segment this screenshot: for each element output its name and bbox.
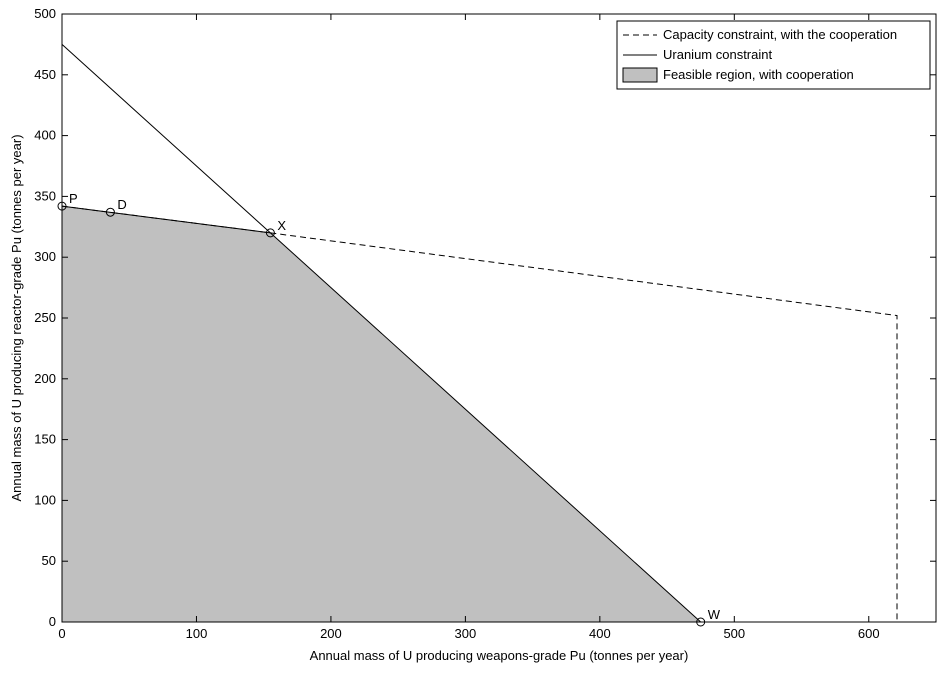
constraint-lines-layer (61, 44, 898, 623)
point-marker-d (105, 207, 115, 217)
point-label-w: W (708, 607, 721, 622)
y-tick-label: 150 (34, 432, 56, 447)
feasible-region-area (62, 206, 701, 623)
legend: Capacity constraint, with the cooperatio… (616, 20, 931, 90)
y-tick-label: 450 (34, 67, 56, 82)
x-axis-title: Annual mass of U producing weapons-grade… (310, 648, 689, 663)
y-tick-label: 250 (34, 310, 56, 325)
point-markers-layer: P D X W (57, 191, 721, 627)
feasible-region-edge (61, 205, 271, 234)
legend-box (616, 20, 931, 90)
point-label-p: P (69, 191, 78, 206)
feasible-region-layer (62, 206, 701, 623)
x-tick-label: 400 (589, 626, 611, 641)
x-tick-label: 0 (58, 626, 65, 641)
y-tick-label: 350 (34, 188, 56, 203)
point-label-x: X (277, 218, 286, 233)
x-tick-label: 600 (858, 626, 880, 641)
y-ticks-layer: 0 50 100 150 200 250 300 350 400 450 500 (34, 6, 936, 629)
y-tick-label: 200 (34, 371, 56, 386)
y-axis-title: Annual mass of U producing reactor-grade… (9, 134, 24, 501)
x-tick-label: 200 (320, 626, 342, 641)
y-tick-label: 50 (42, 553, 56, 568)
x-ticks-layer: 0 100 200 300 400 500 600 (58, 14, 880, 641)
point-marker-x (265, 228, 275, 238)
legend-fill-patch-symbol (622, 67, 658, 83)
legend-label-feasible: Feasible region, with cooperation (663, 67, 854, 82)
legend-label-capacity: Capacity constraint, with the cooperatio… (663, 27, 897, 42)
y-tick-label: 400 (34, 128, 56, 143)
x-tick-label: 100 (186, 626, 208, 641)
y-tick-label: 300 (34, 249, 56, 264)
uranium-constraint-line (61, 44, 702, 623)
x-tick-label: 300 (455, 626, 477, 641)
x-tick-label: 500 (723, 626, 745, 641)
legend-label-uranium: Uranium constraint (663, 47, 772, 62)
y-tick-label: 500 (34, 6, 56, 21)
point-label-d: D (117, 197, 126, 212)
y-tick-label: 0 (49, 614, 56, 629)
y-tick-label: 100 (34, 492, 56, 507)
